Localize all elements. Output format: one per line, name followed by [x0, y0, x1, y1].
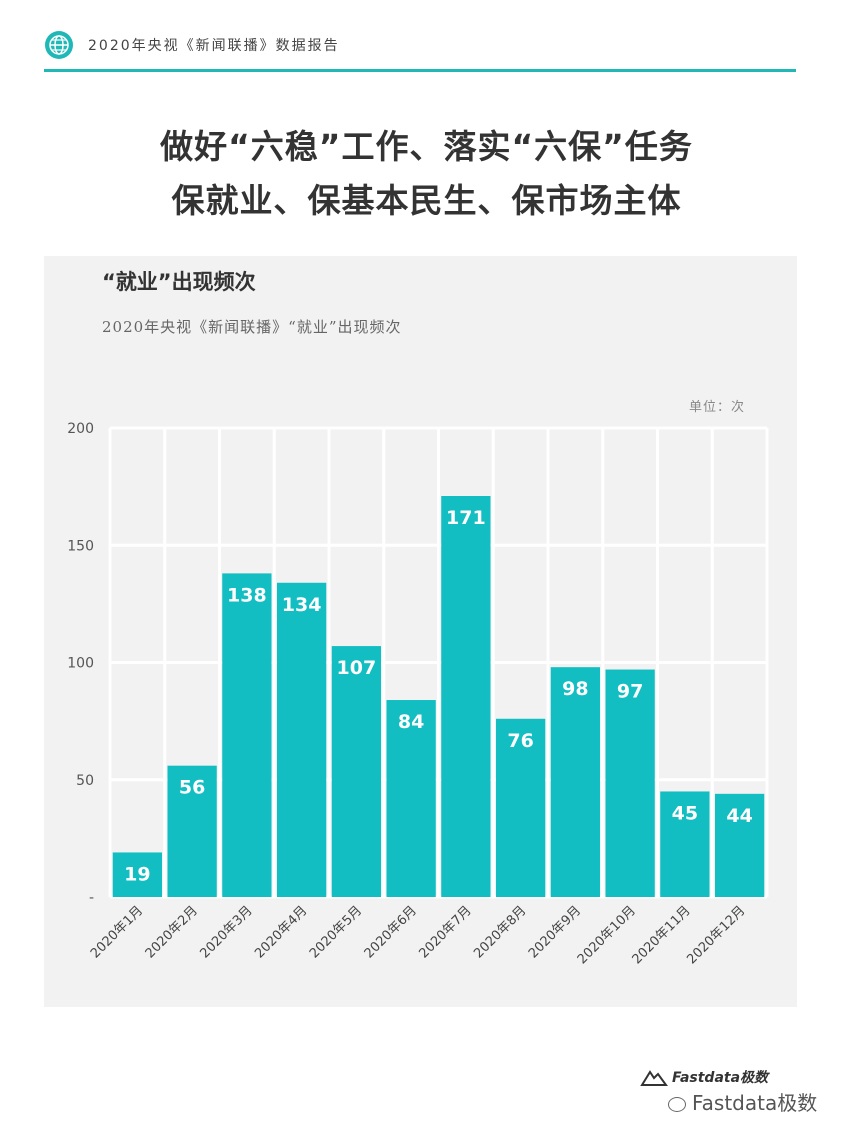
footer-logo: Fastdata极数	[640, 1067, 768, 1087]
bar-value-label: 134	[282, 594, 322, 616]
bar	[605, 669, 655, 897]
bar	[386, 700, 436, 897]
bar	[714, 793, 765, 897]
y-tick-label: -	[89, 890, 94, 906]
chart-subtitle: 2020年央视《新闻联播》“就业”出现频次	[102, 318, 402, 336]
x-tick-label: 2020年3月	[197, 903, 255, 961]
bar-value-label: 138	[227, 584, 267, 606]
x-tick-label: 2020年5月	[307, 903, 365, 961]
report-header: 2020年央视《新闻联播》数据报告	[44, 30, 796, 74]
bar-value-label: 76	[507, 730, 533, 752]
page-title-line-2: 保就业、保基本民生、保市场主体	[171, 181, 682, 220]
x-tick-label: 2020年9月	[526, 903, 584, 961]
bar-value-label: 98	[562, 678, 588, 700]
bar-value-label: 84	[398, 711, 424, 733]
header-text: 2020年央视《新闻联播》数据报告	[88, 38, 340, 54]
footer-watermark-text: Fastdata极数	[692, 1091, 818, 1115]
bar	[167, 765, 217, 897]
chart-panel: “就业”出现频次 2020年央视《新闻联播》“就业”出现频次 单位：次 - 50 1…	[44, 256, 797, 1007]
chart-title: “就业”出现频次	[102, 270, 256, 294]
x-tick-label: 2020年2月	[143, 903, 201, 961]
bar	[112, 852, 163, 897]
x-tick-label: 2020年7月	[416, 903, 474, 961]
bar	[660, 791, 710, 897]
x-tick-label: 2020年4月	[252, 903, 310, 961]
header-divider	[44, 69, 796, 72]
bar	[331, 646, 382, 897]
x-tick-label: 2020年6月	[362, 903, 420, 961]
y-tick-label: 100	[67, 656, 94, 672]
x-tick-label: 2020年8月	[471, 903, 529, 961]
bar-value-label: 107	[337, 657, 377, 679]
bar	[276, 582, 327, 897]
bar-chart: - 50 100 150 200 19 2020年1月 56 2020年2月 138 2020年3月…	[67, 421, 769, 967]
bar-value-label: 45	[672, 802, 698, 824]
bar-value-label: 44	[726, 805, 752, 827]
bar	[222, 573, 272, 897]
unit-label: 单位：次	[688, 400, 745, 415]
bar-value-label: 19	[124, 863, 150, 885]
footer: Fastdata极数 Fastdata极数	[600, 1063, 850, 1123]
page-title-line-1: 做好“六稳”工作、落实“六保”任务	[160, 127, 693, 166]
bar	[441, 496, 491, 897]
footer-logo-text: Fastdata极数	[672, 1070, 769, 1086]
logo-mark-icon	[640, 1070, 668, 1086]
x-tick-label: 2020年12月	[684, 903, 748, 967]
x-tick-label: 2020年1月	[88, 903, 146, 961]
y-tick-label: 150	[67, 538, 94, 554]
y-tick-label: 50	[76, 773, 94, 789]
bar	[495, 718, 546, 897]
footer-watermark: Fastdata极数	[668, 1087, 817, 1116]
globe-icon	[45, 31, 73, 59]
bar-value-label: 56	[179, 777, 205, 799]
wechat-icon	[668, 1097, 686, 1112]
bar-value-label: 171	[446, 507, 486, 529]
y-tick-label: 200	[67, 421, 94, 437]
bar	[550, 667, 601, 897]
bar-value-label: 97	[617, 681, 643, 703]
